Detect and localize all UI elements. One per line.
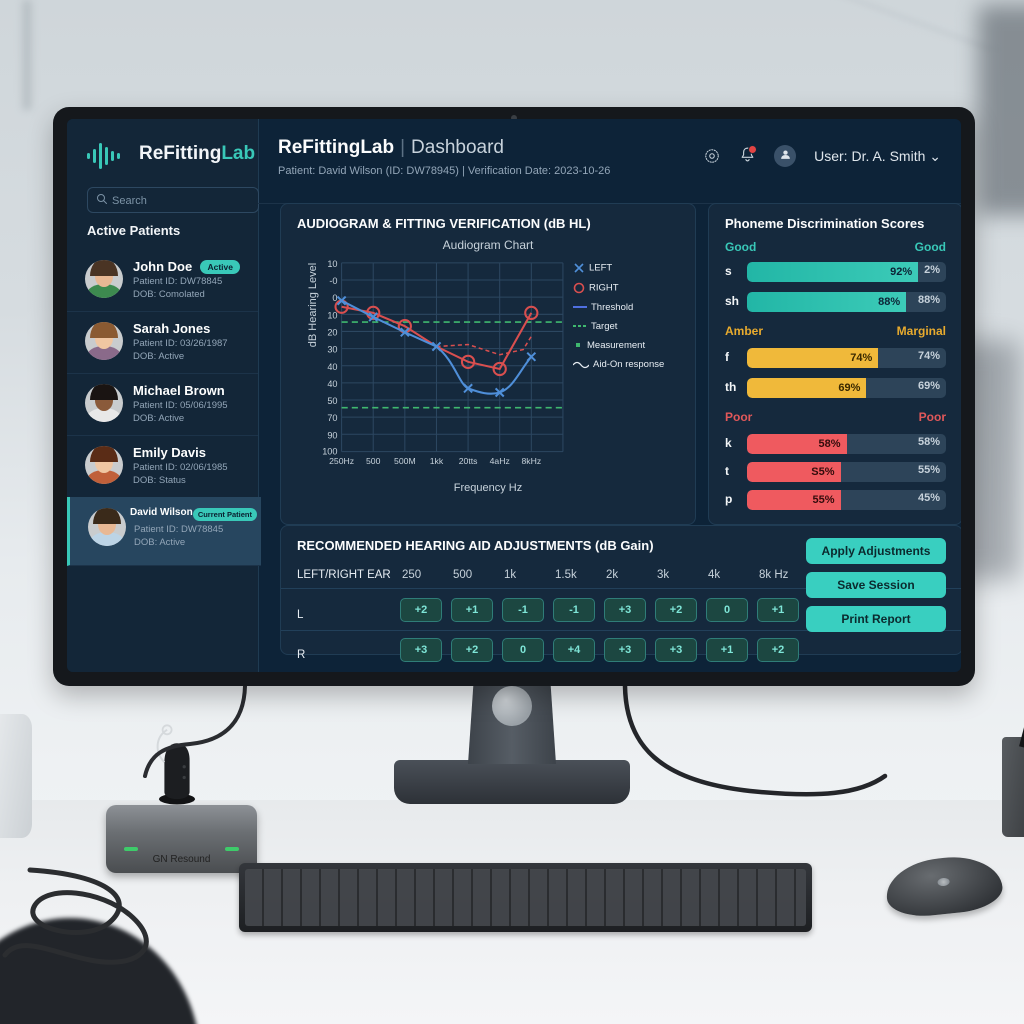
svg-text:40: 40 [327, 362, 337, 372]
svg-text:10: 10 [327, 260, 337, 269]
svg-text:10: 10 [327, 310, 337, 320]
svg-text:20: 20 [327, 328, 337, 338]
svg-text:20tts: 20tts [459, 456, 478, 466]
svg-text:-0: -0 [329, 276, 337, 286]
svg-text:4aHz: 4aHz [490, 456, 510, 466]
svg-text:30: 30 [327, 345, 337, 355]
svg-text:250Hz: 250Hz [329, 456, 354, 466]
svg-text:1kk: 1kk [430, 456, 444, 466]
svg-text:500: 500 [366, 456, 381, 466]
svg-text:50: 50 [327, 396, 337, 406]
svg-text:70: 70 [327, 413, 337, 423]
svg-text:8kHz: 8kHz [521, 456, 541, 466]
svg-text:90: 90 [327, 430, 337, 440]
svg-text:500M: 500M [394, 456, 416, 466]
svg-text:40: 40 [327, 379, 337, 389]
